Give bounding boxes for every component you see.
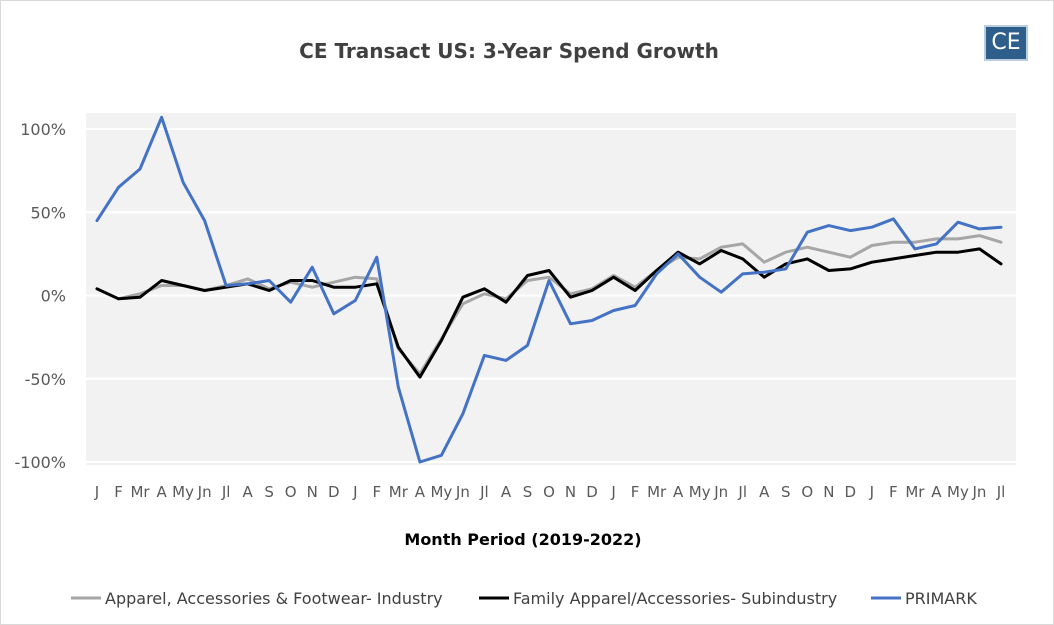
gridlines	[86, 128, 1016, 463]
x-tick-label: A	[759, 483, 770, 501]
x-tick-label: Jn	[197, 483, 212, 501]
series-line-3	[95, 115, 1003, 464]
x-tick-label: F	[631, 483, 640, 501]
x-tick-label: Jn	[713, 483, 728, 501]
series-lines	[95, 115, 1003, 464]
y-tick-label: -50%	[25, 370, 66, 389]
y-tick-label: 50%	[30, 203, 66, 222]
x-tick-label: My	[172, 483, 194, 501]
x-tick-label: A	[673, 483, 684, 501]
x-tick-label: Mr	[905, 483, 925, 501]
x-tick-label: J	[352, 483, 357, 501]
x-tick-label: A	[243, 483, 254, 501]
x-tick-label: A	[931, 483, 942, 501]
x-tick-label: Jl	[737, 483, 747, 501]
y-tick-label: 100%	[20, 120, 66, 139]
x-tick-label: S	[781, 483, 791, 501]
x-tick-label: Mr	[389, 483, 409, 501]
y-tick-label: -100%	[14, 453, 66, 472]
legend-entry-1: Apparel, Accessories & Footwear- Industr…	[71, 589, 443, 608]
x-tick-label: N	[307, 483, 318, 501]
plot-area	[86, 113, 1016, 465]
series-line-1	[95, 234, 1003, 376]
x-tick-label: My	[947, 483, 969, 501]
x-tick-label: My	[430, 483, 452, 501]
x-axis-ticks: J F Mr A My Jn Jl A S O N D J F Mr A My Jn Jl A S O N D J F Mr A My J…	[94, 483, 1006, 501]
x-tick-label: J	[94, 483, 99, 501]
x-axis-label: Month Period (2019-2022)	[404, 530, 641, 549]
x-tick-label: N	[565, 483, 576, 501]
x-tick-label: A	[501, 483, 512, 501]
x-tick-label: D	[328, 483, 340, 501]
ce-logo: CE	[984, 25, 1028, 61]
x-tick-label: Jn	[455, 483, 470, 501]
x-tick-label: Mr	[130, 483, 150, 501]
y-axis-ticks: 100% 50% 0% -50% -100%	[14, 120, 66, 472]
x-tick-label: O	[285, 483, 297, 501]
x-tick-label: F	[372, 483, 381, 501]
x-tick-label: Jl	[479, 483, 489, 501]
x-tick-label: S	[523, 483, 533, 501]
x-tick-label: Jn	[972, 483, 987, 501]
x-tick-label: My	[689, 483, 711, 501]
x-tick-label: A	[156, 483, 167, 501]
x-tick-label: F	[889, 483, 898, 501]
x-tick-label: D	[845, 483, 857, 501]
legend: Apparel, Accessories & Footwear- Industr…	[71, 589, 977, 608]
x-tick-label: D	[586, 483, 598, 501]
x-tick-label: Jl	[221, 483, 231, 501]
x-tick-label: Mr	[647, 483, 667, 501]
x-tick-label: Jl	[996, 483, 1006, 501]
chart-title: CE Transact US: 3-Year Spend Growth	[299, 39, 719, 63]
y-tick-label: 0%	[41, 287, 66, 306]
legend-label: Family Apparel/Accessories- Subindustry	[513, 589, 837, 608]
x-tick-label: J	[610, 483, 615, 501]
legend-entry-2: Family Apparel/Accessories- Subindustry	[479, 589, 837, 608]
x-tick-label: O	[543, 483, 555, 501]
x-tick-label: S	[264, 483, 274, 501]
x-tick-label: A	[415, 483, 426, 501]
legend-label: PRIMARK	[905, 589, 977, 608]
x-tick-label: J	[869, 483, 874, 501]
x-tick-label: O	[801, 483, 813, 501]
x-tick-label: N	[823, 483, 834, 501]
legend-label: Apparel, Accessories & Footwear- Industr…	[105, 589, 443, 608]
legend-entry-3: PRIMARK	[871, 589, 977, 608]
x-tick-label: F	[114, 483, 123, 501]
